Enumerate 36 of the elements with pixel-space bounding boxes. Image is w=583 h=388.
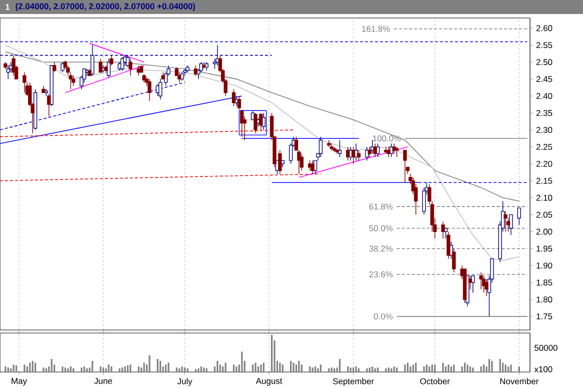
y-tick-label: 2.25 — [536, 144, 552, 150]
y-tick-label: 1.95 — [536, 246, 552, 252]
y-tick-label: 1.85 — [536, 280, 552, 286]
y-tick-label: 1.80 — [536, 296, 552, 302]
chart-subtitle: (2.04000, 2.07000, 2.02000, 2.07000 +0.04000) — [16, 3, 195, 11]
y-tick-label: 2.50 — [536, 59, 552, 66]
y-tick-label: 2.10 — [536, 194, 552, 201]
y-tick-label: 2.55 — [536, 42, 552, 48]
y-tick-label: 2.20 — [536, 160, 552, 167]
y-tick-label: 2.00 — [536, 228, 552, 235]
x-tick-label: May — [12, 378, 28, 386]
y-tick-label: 2.40 — [536, 93, 552, 99]
y-tick-label: 1.75 — [536, 313, 552, 320]
x-tick-label: July — [177, 378, 192, 386]
x-tick-label: September — [333, 378, 374, 386]
x-tick-label: November — [500, 378, 539, 384]
annotation: 100.0% — [372, 135, 401, 142]
x-tick-label: June — [94, 378, 112, 384]
x-tick-label: August — [256, 378, 282, 386]
y-tick-label: 2.05 — [536, 212, 552, 218]
y-tick-label: 2.15 — [536, 178, 552, 184]
annotation: 38.2% — [369, 246, 393, 252]
x-tick-label: October — [420, 378, 450, 384]
y-tick-label: 2.60 — [536, 25, 552, 32]
annotation: 61.8% — [369, 204, 393, 210]
text: x100 — [534, 366, 552, 372]
text: 50000 — [534, 344, 558, 351]
annotation: 0.0% — [374, 313, 393, 320]
annotation: 161.8% — [362, 26, 390, 32]
y-tick-label: 2.30 — [536, 126, 552, 133]
annotation: 23.6% — [369, 271, 393, 278]
y-tick-label: 2.35 — [536, 110, 552, 116]
y-tick-label: 1.90 — [536, 262, 552, 269]
y-tick-label: 2.45 — [536, 76, 552, 82]
chart-title: 1 — [6, 4, 10, 10]
annotation: 50.0% — [369, 225, 393, 232]
